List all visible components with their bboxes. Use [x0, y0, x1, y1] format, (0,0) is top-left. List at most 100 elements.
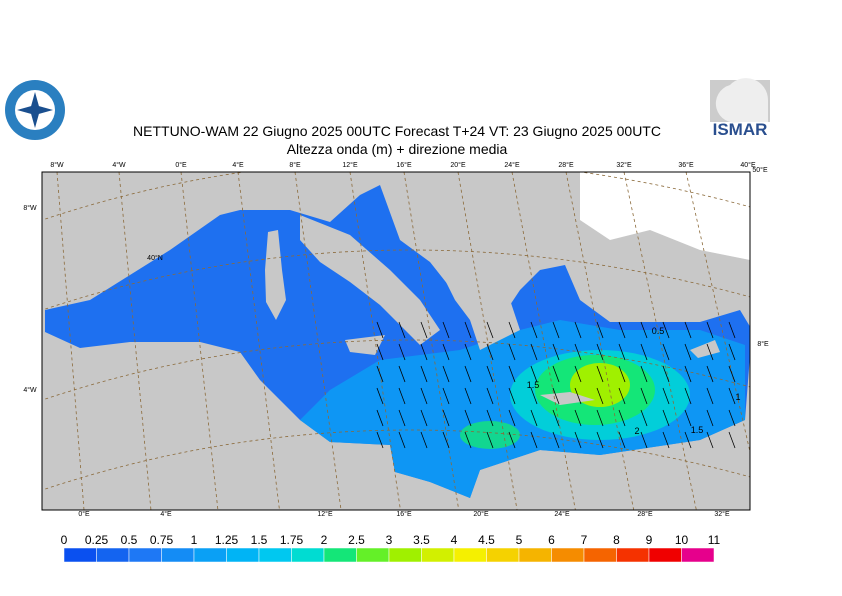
contour-label: 0.5 [652, 326, 665, 336]
colorbar-label: 2.5 [348, 533, 365, 547]
direction-arrow [684, 409, 692, 427]
direction-arrow [420, 387, 428, 405]
colorbar-box [258, 547, 292, 563]
colorbar-label: 3.5 [413, 533, 430, 547]
colorbar-box [486, 547, 520, 563]
direction-arrow [596, 431, 604, 449]
colorbar-label: 0.75 [150, 533, 174, 547]
colorbar-label: 0 [61, 533, 68, 547]
logo-text: ISMAR [713, 120, 768, 139]
colorbar-label: 1 [191, 533, 198, 547]
colorbar-label: 9 [646, 533, 653, 547]
colorbar-box [128, 547, 162, 563]
direction-arrow [618, 321, 626, 339]
direction-arrow [464, 387, 472, 405]
contour-label: 2 [634, 426, 639, 436]
direction-arrow [640, 409, 648, 427]
direction-arrow [442, 387, 450, 405]
direction-arrow [398, 409, 406, 427]
colorbar-label: 2 [321, 533, 328, 547]
direction-arrow [596, 321, 604, 339]
contour-label: 1.5 [691, 425, 704, 435]
graticule-label: 24°E [554, 510, 570, 518]
direction-arrow [486, 343, 494, 361]
direction-arrow [574, 321, 582, 339]
colorbar-box [421, 547, 455, 563]
direction-arrow [530, 387, 538, 405]
direction-arrow [376, 365, 384, 383]
direction-arrow [728, 409, 736, 427]
colorbar-label: 6 [548, 533, 555, 547]
direction-arrow [662, 365, 670, 383]
colorbar-label: 0.5 [121, 533, 138, 547]
direction-arrow [574, 343, 582, 361]
colorbar-box [291, 547, 325, 563]
graticule-label: 40°N [147, 254, 163, 262]
colorbar-box [583, 547, 617, 563]
direction-arrow [728, 387, 736, 405]
graticule-parallel [42, 429, 750, 491]
graticule-label: 20°E [450, 161, 466, 169]
graticule-label: 16°E [396, 161, 412, 169]
direction-arrow [486, 431, 494, 449]
colorbar-label: 5 [516, 533, 523, 547]
graticule-label: 8°E [757, 340, 769, 348]
direction-arrow [398, 321, 406, 339]
direction-arrow [552, 321, 560, 339]
logo-left [5, 80, 65, 140]
graticule-meridian [56, 172, 85, 510]
graticule-meridian [180, 172, 219, 510]
direction-arrow [464, 343, 472, 361]
colorbar-label: 11 [708, 533, 721, 547]
colorbar-box [616, 547, 650, 563]
direction-arrow [596, 387, 604, 405]
direction-arrow [618, 343, 626, 361]
direction-arrow [728, 321, 736, 339]
direction-arrow [640, 387, 648, 405]
graticule-label: 28°E [558, 161, 574, 169]
colorbar-label: 10 [675, 533, 689, 547]
direction-arrow [530, 321, 538, 339]
graticule-parallel [42, 249, 750, 311]
direction-arrow [662, 431, 670, 449]
direction-arrow [618, 365, 626, 383]
direction-arrow [596, 365, 604, 383]
direction-arrow [420, 321, 428, 339]
graticule-label: 4°W [23, 386, 37, 394]
direction-arrow [398, 387, 406, 405]
contour-label: 1 [735, 392, 740, 402]
direction-arrow [640, 343, 648, 361]
graticule-meridian [118, 172, 152, 510]
direction-arrow [530, 431, 538, 449]
direction-arrow [376, 343, 384, 361]
direction-arrow [574, 365, 582, 383]
direction-arrow [530, 409, 538, 427]
direction-arrow [640, 431, 648, 449]
direction-arrow [706, 387, 714, 405]
direction-arrow [684, 431, 692, 449]
direction-arrow [486, 409, 494, 427]
direction-arrow [420, 365, 428, 383]
direction-arrow [684, 365, 692, 383]
direction-arrow [662, 321, 670, 339]
graticule-label: 40°E [740, 161, 756, 169]
graticule-label: 0°E [78, 510, 90, 518]
direction-arrow [508, 409, 516, 427]
direction-arrow [552, 343, 560, 361]
direction-arrow [618, 431, 626, 449]
subtitle: Altezza onda (m) + direzione media [287, 141, 508, 157]
graticule-parallel [42, 172, 750, 221]
graticule-label: 28°E [637, 510, 653, 518]
colorbar-box [551, 547, 585, 563]
direction-arrow [398, 431, 406, 449]
graticule-parallel [42, 339, 750, 401]
graticule-label: 8°W [50, 161, 64, 169]
direction-arrow [486, 387, 494, 405]
direction-arrow [420, 343, 428, 361]
direction-arrow [684, 343, 692, 361]
graticule-label: 4°E [160, 510, 172, 518]
direction-arrow [684, 321, 692, 339]
direction-arrow [376, 387, 384, 405]
colorbar-label: 1.5 [251, 533, 268, 547]
direction-arrow [420, 409, 428, 427]
